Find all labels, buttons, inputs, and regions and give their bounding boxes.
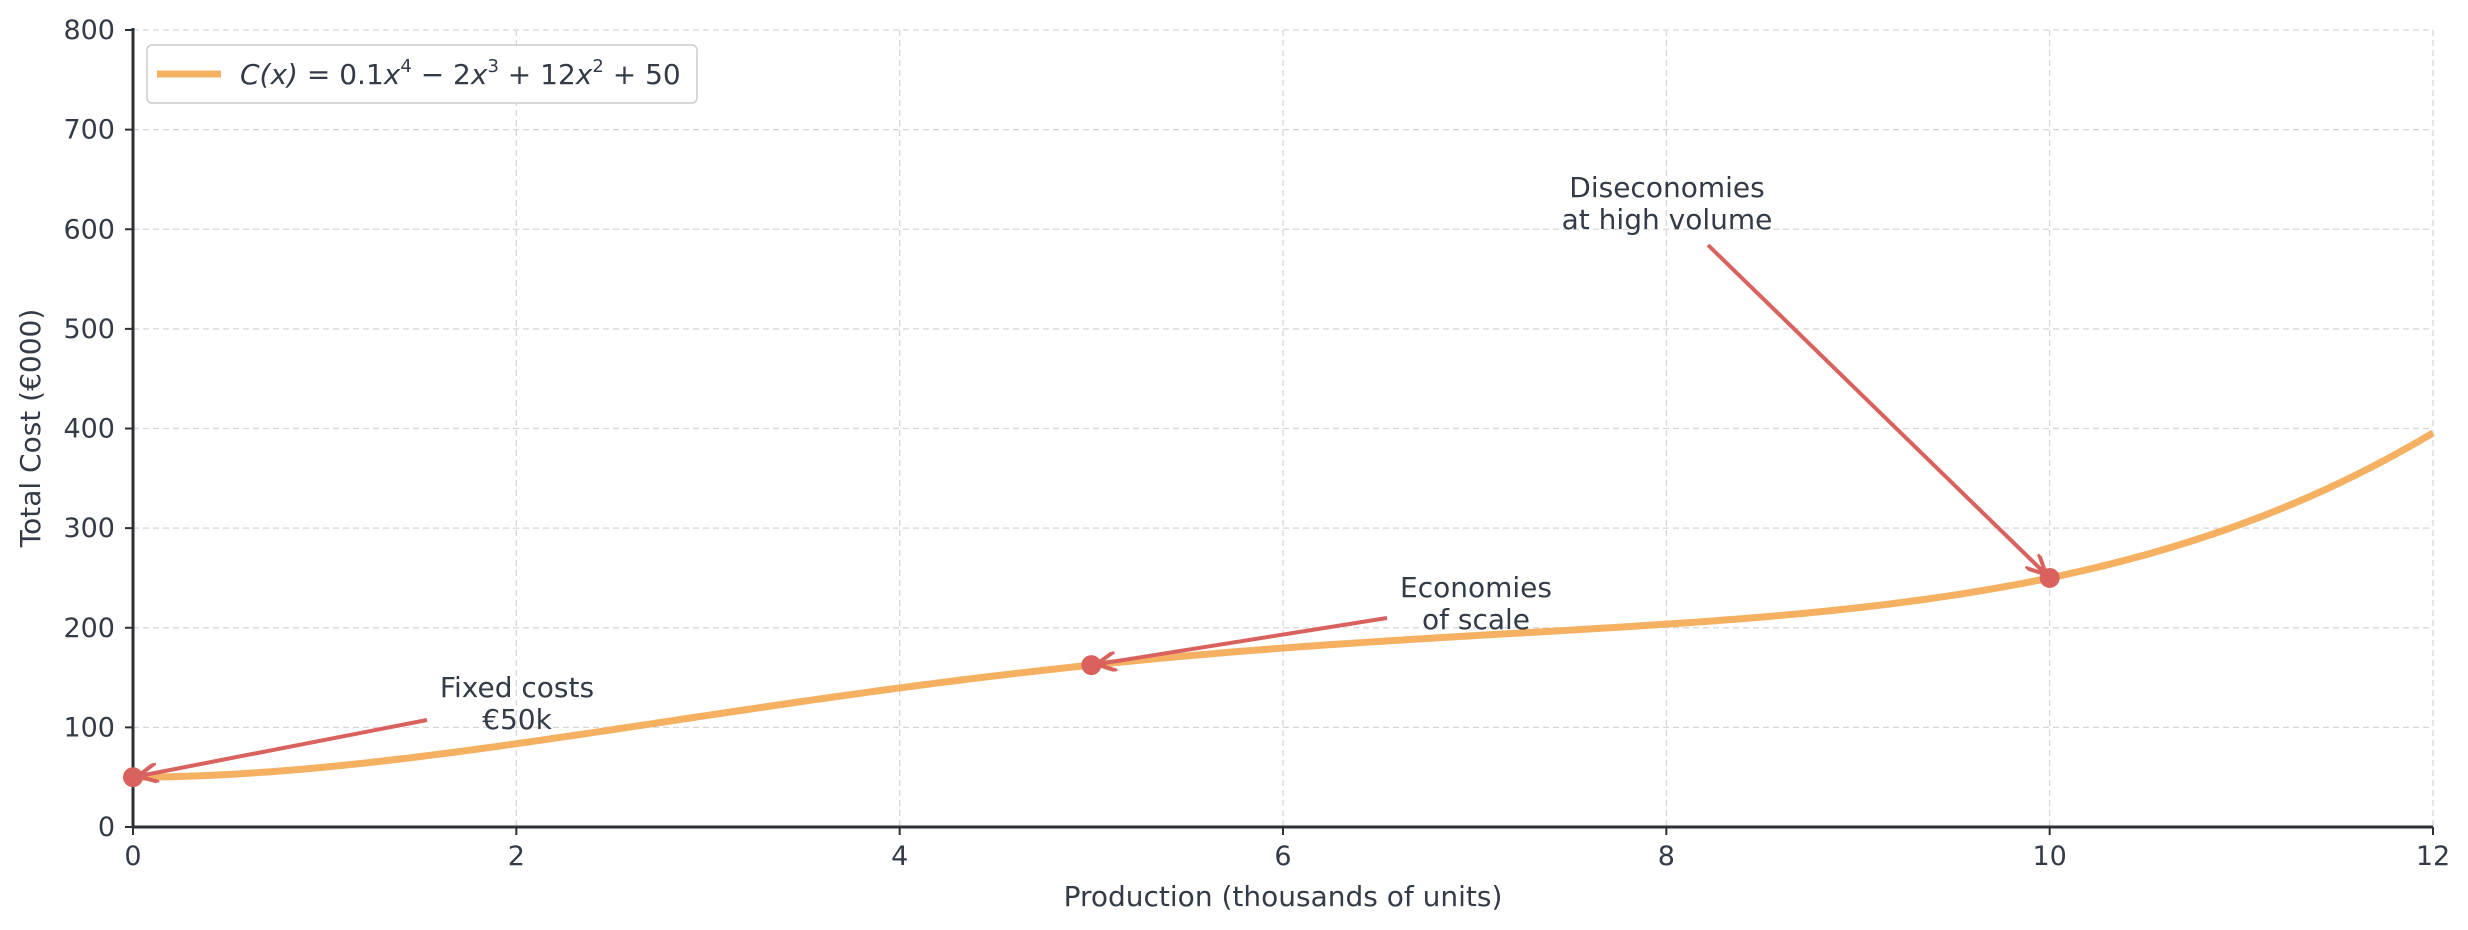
legend-box: [146, 44, 698, 104]
x-tick-label-8: 8: [1658, 841, 1675, 872]
x-tick-label-4: 4: [891, 841, 908, 872]
data-point-marker-0: [123, 767, 143, 788]
y-tick-label-0: 0: [98, 812, 115, 843]
y-tick-label-500: 500: [63, 314, 115, 345]
annotation-2-line-1: at high volume: [1562, 203, 1773, 236]
y-tick-label-800: 800: [63, 15, 115, 46]
y-tick-label-700: 700: [63, 115, 115, 146]
x-tick-label-2: 2: [508, 841, 525, 872]
y-tick-label-100: 100: [63, 712, 115, 743]
annotation-arrow-1: [1098, 616, 1388, 664]
y-tick-label-600: 600: [63, 214, 115, 245]
x-tick-label-10: 10: [2032, 841, 2066, 872]
annotation-2-line-0: Diseconomies: [1569, 171, 1764, 204]
y-tick-label-300: 300: [63, 513, 115, 544]
y-tick-label-200: 200: [63, 613, 115, 644]
y-tick-label-400: 400: [63, 414, 115, 445]
annotation-1-line-1: of scale: [1422, 603, 1530, 636]
x-axis-label: Production (thousands of units): [1064, 880, 1503, 913]
data-point-marker-1: [1081, 655, 1102, 676]
legend-entry: C(x) = 0.1x4 − 2x3 + 12x2 + 50: [240, 56, 681, 91]
x-tick-label-0: 0: [124, 841, 141, 872]
annotation-arrow-0: [140, 718, 428, 776]
annotation-0-line-1: €50k: [482, 703, 552, 736]
data-point-marker-2: [2039, 567, 2060, 588]
annotation-1-line-0: Economies: [1400, 571, 1552, 604]
annotation-0-line-0: Fixed costs: [440, 671, 594, 704]
y-axis-label: Total Cost (€000): [14, 309, 47, 549]
annotation-arrow-2: [1706, 243, 2045, 573]
x-tick-label-6: 6: [1274, 841, 1291, 872]
x-tick-label-12: 12: [2416, 841, 2450, 872]
